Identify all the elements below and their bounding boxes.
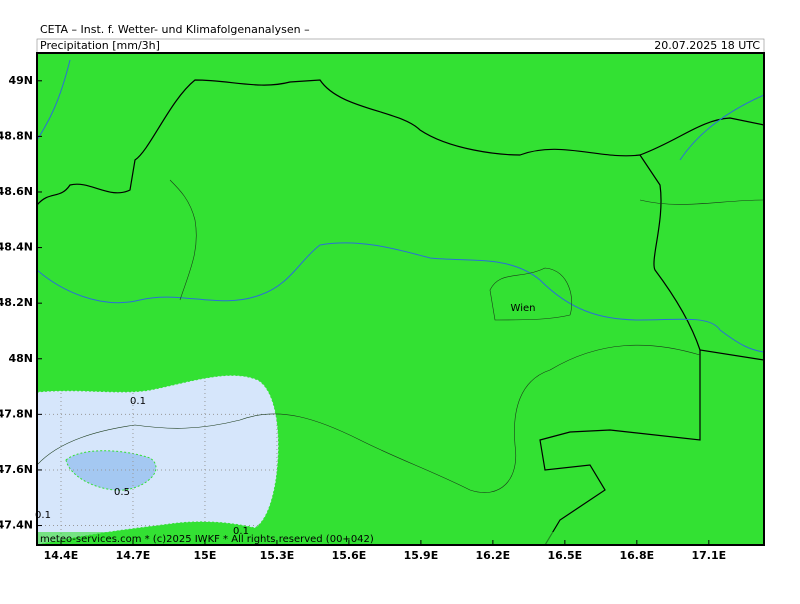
footer-band (37, 532, 764, 545)
map-frame (36, 52, 765, 546)
x-tick-label: 15.3E (260, 549, 295, 562)
river (37, 59, 71, 141)
admin-line (37, 344, 701, 493)
admin-line (639, 199, 764, 205)
river (679, 94, 764, 161)
y-tick-label: 47.8N (0, 407, 33, 420)
admin-line (169, 179, 197, 301)
y-tick-label: 48.4N (0, 241, 33, 254)
contour-label: 0.1 (35, 510, 51, 521)
y-tick-label: 47.4N (0, 519, 33, 532)
precip-area-0-1 (37, 374, 280, 545)
title: CETA – Inst. f. Wetter- und Klimafolgena… (40, 23, 310, 36)
valid-time: 20.07.2025 18 UTC (654, 39, 760, 52)
border-line (37, 79, 764, 361)
contour-label: 0.5 (114, 487, 130, 498)
field-label: Precipitation [mm/3h] (40, 39, 160, 52)
y-tick-label: 48N (8, 352, 33, 365)
y-tick-label: 48.8N (0, 129, 33, 142)
y-tick-label: 49N (8, 74, 33, 87)
x-tick-label: 17.1E (691, 549, 726, 562)
x-tick-label: 15.6E (332, 549, 367, 562)
x-tick-label: 15E (194, 549, 217, 562)
x-tick-label: 15.9E (404, 549, 439, 562)
border-line (539, 350, 701, 545)
footer: meteo-services.com * (c)2025 IWKF * All … (40, 534, 374, 545)
vienna-boundary (489, 267, 573, 321)
x-tick-label: 14.7E (116, 549, 151, 562)
river-danube (37, 242, 764, 353)
city-label: Wien (511, 303, 536, 314)
precip-area-0-5 (65, 450, 157, 491)
border-line (639, 117, 764, 156)
x-tick-label: 16.5E (548, 549, 583, 562)
map-area (37, 53, 764, 545)
contour-label: 0.1 (130, 396, 146, 407)
contour-label: 0.1 (233, 526, 249, 537)
x-tick-label: 16.2E (476, 549, 511, 562)
x-tick-label: 16.8E (620, 549, 655, 562)
y-tick-label: 48.6N (0, 185, 33, 198)
x-tick-label: 14.4E (44, 549, 79, 562)
y-tick-label: 48.2N (0, 296, 33, 309)
y-tick-label: 47.6N (0, 463, 33, 476)
